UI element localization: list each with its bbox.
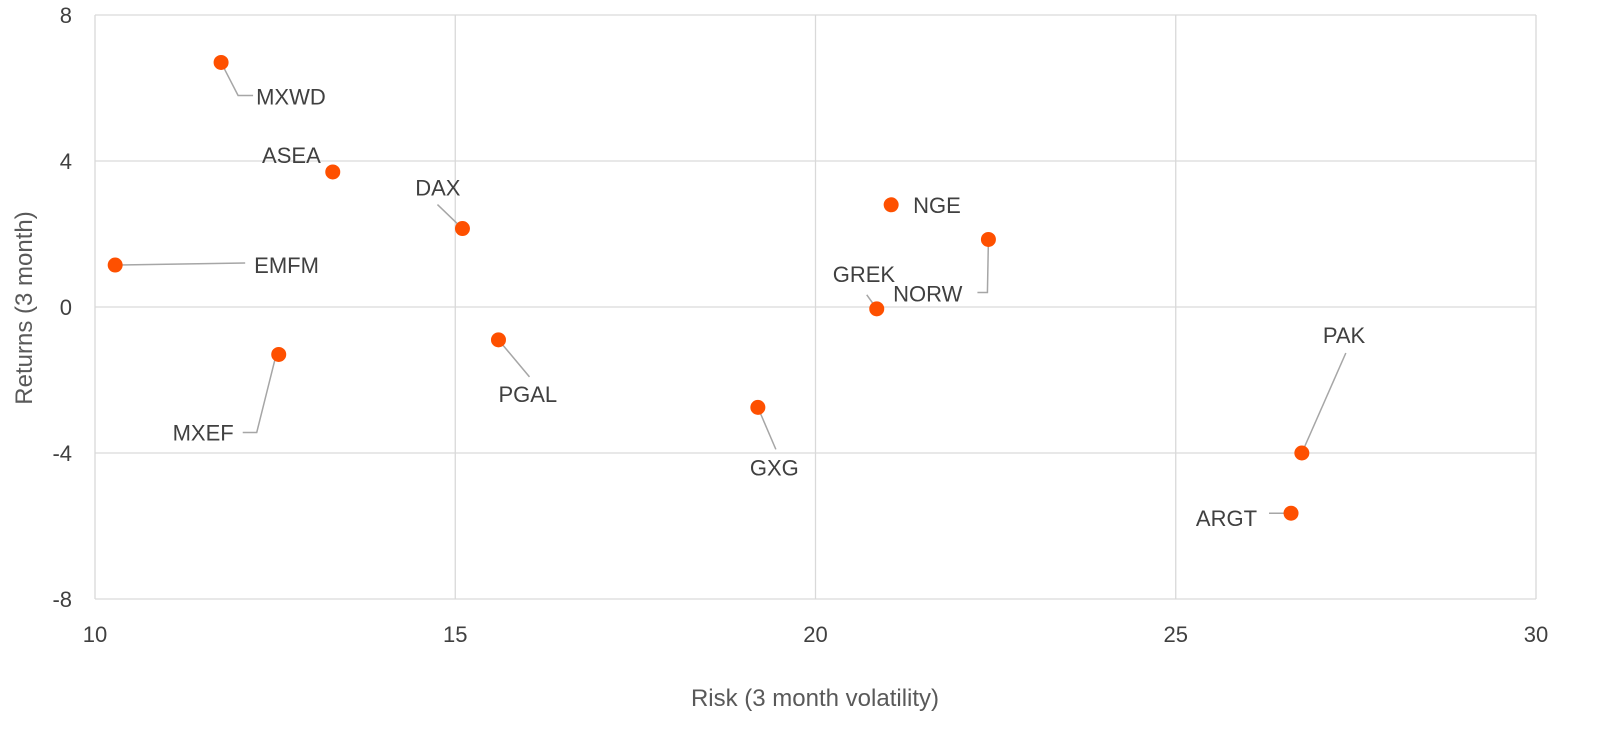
x-tick-label: 10 [83, 622, 107, 647]
point-label-gxg: GXG [750, 455, 799, 480]
label-leader-lines [115, 62, 1347, 514]
leader-line-norw [977, 239, 990, 294]
x-tick-label: 30 [1524, 622, 1548, 647]
leader-line-mxwd [220, 62, 254, 97]
point-label-emfm: EMFM [254, 253, 319, 278]
data-points [107, 54, 1310, 521]
data-point-mxwd [213, 54, 229, 70]
x-tick-label: 15 [443, 622, 467, 647]
y-tick-label: 8 [60, 3, 72, 28]
tick-labels: 10 15 20 25 30 -8 -4 0 4 8 [52, 3, 1548, 647]
point-label-norw: NORW [893, 281, 962, 306]
data-point-norw [980, 231, 996, 247]
data-point-pgal [490, 332, 506, 348]
point-label-grek: GREK [833, 262, 896, 287]
point-label-nge: NGE [913, 193, 961, 218]
gridlines [94, 14, 1537, 600]
data-point-emfm [107, 257, 123, 273]
data-point-dax [454, 221, 470, 237]
x-axis-title: Risk (3 month volatility) [691, 685, 939, 712]
y-tick-label: 4 [60, 149, 72, 174]
point-label-pgal: PGAL [498, 382, 557, 407]
y-tick-label: -8 [52, 587, 72, 612]
data-point-grek [869, 301, 885, 317]
leader-line-mxef [242, 353, 280, 434]
point-label-mxef: MXEF [173, 420, 234, 445]
point-label-asea: ASEA [262, 143, 321, 168]
y-tick-label: 0 [60, 295, 72, 320]
point-label-mxwd: MXWD [256, 84, 326, 109]
point-label-pak: PAK [1323, 323, 1366, 348]
data-point-pak [1294, 445, 1310, 461]
point-label-argt: ARGT [1196, 506, 1257, 531]
x-tick-label: 25 [1164, 622, 1188, 647]
leader-line-emfm [115, 262, 246, 266]
data-point-nge [883, 197, 899, 213]
leader-line-pak [1301, 352, 1347, 454]
data-point-gxg [750, 399, 766, 415]
y-tick-label: -4 [52, 441, 72, 466]
point-label-dax: DAX [415, 176, 461, 201]
leader-line-gxg [757, 407, 777, 450]
data-point-asea [325, 164, 341, 180]
leader-line-pgal [497, 339, 531, 378]
y-axis-title: Returns (3 month) [11, 211, 38, 404]
x-tick-label: 20 [803, 622, 827, 647]
data-point-argt [1283, 505, 1299, 521]
data-point-mxef [271, 346, 287, 362]
